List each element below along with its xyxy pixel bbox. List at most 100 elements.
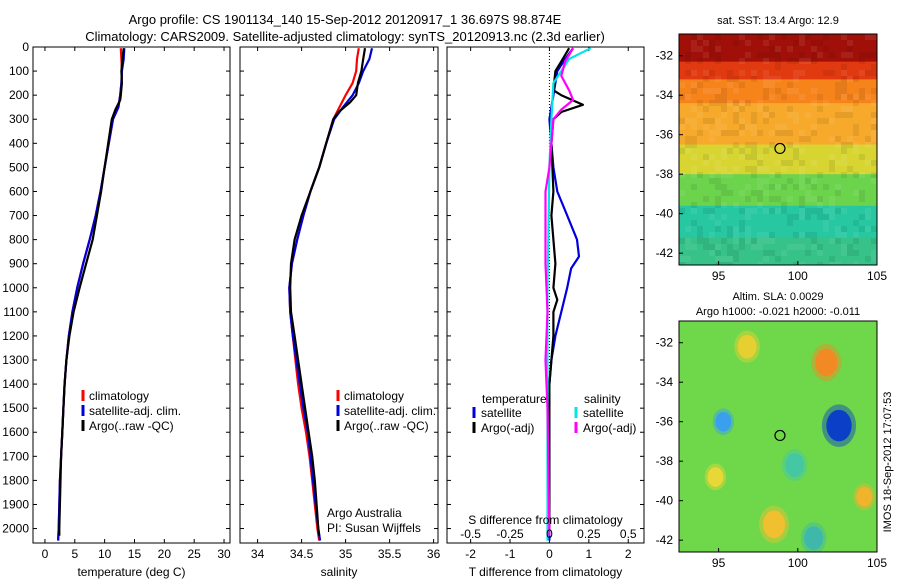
map-texture [763,106,769,112]
argo-position-marker [774,142,786,155]
map-texture [871,52,877,58]
map-texture [829,262,835,265]
map-texture [739,238,745,244]
map-texture [781,184,787,190]
map-texture [871,70,877,76]
map-texture [727,262,733,265]
legend-label: climatology [344,389,404,403]
map-texture [691,70,697,76]
map-texture [733,88,739,94]
map-texture [871,34,877,40]
map-texture [853,148,859,154]
map-texture [787,142,793,148]
y-tick-label: 1100 [3,305,29,319]
map-texture [805,250,811,256]
map-texture [841,82,847,88]
x-tick-label: 2 [625,547,632,561]
map-texture [763,76,769,82]
map-texture [691,166,697,172]
map-texture [817,244,823,250]
map-texture [733,76,739,82]
map-texture [763,88,769,94]
map-texture [679,124,685,130]
map-texture [805,232,811,238]
plot-frame [446,46,645,544]
map-texture [727,100,733,106]
x-tick-label: 15 [128,547,142,561]
y-tick-label: 500 [9,160,29,174]
map-texture [691,34,697,40]
y-tick-label: 100 [9,64,29,78]
map-texture [745,142,751,148]
map-texture [853,124,859,130]
x-tick-label: 0 [42,547,49,561]
y-tick-label: -42 [656,533,674,547]
map-texture [727,82,733,88]
map-texture [829,52,835,58]
annotation-line: PI: Susan Wijffels [327,521,421,535]
map-texture [811,238,817,244]
map-texture [691,124,697,130]
map-texture [775,52,781,58]
legend-label: Argo(-adj) [481,421,534,435]
map-texture [697,226,703,232]
map-texture [709,118,715,124]
map-texture [715,256,721,262]
map-texture [709,244,715,250]
map-texture [685,58,691,64]
map-texture [841,64,847,70]
y-tick-label: 1700 [2,449,29,463]
map-texture [739,124,745,130]
map-texture [679,94,685,100]
map-texture [691,184,697,190]
map-texture [739,220,745,226]
legend-title: salinity [584,392,621,406]
sla-blob [856,486,873,507]
map-texture [853,190,859,196]
map-texture [721,238,727,244]
y-tick-label: -34 [656,88,674,102]
map-texture [793,184,799,190]
map-texture [751,172,757,178]
series-line-argo_s [544,47,575,536]
x2-axis-label: S difference from climatology [468,513,623,527]
map-texture [799,244,805,250]
sst-band [679,79,877,104]
y-tick-label: 300 [9,112,29,126]
map-texture [715,52,721,58]
map-texture [835,262,841,265]
map-texture [811,46,817,52]
map-texture [769,142,775,148]
map-texture [871,172,877,178]
map-texture [733,166,739,172]
x-tick-label: 1 [585,547,592,561]
map-texture [721,202,727,208]
map-texture [739,130,745,136]
map-texture [733,118,739,124]
map-texture [721,106,727,112]
map-texture [793,58,799,64]
map-texture [745,166,751,172]
map-texture [679,238,685,244]
map-texture [715,118,721,124]
map-texture [829,154,835,160]
map-texture [727,190,733,196]
map-texture [709,100,715,106]
map-texture [757,202,763,208]
temperature-panel: 0 5 10 15 20 25 300100200300400500600700800900… [2,40,231,579]
map-texture [829,238,835,244]
map-texture [871,136,877,142]
map-texture [799,202,805,208]
map-texture [715,76,721,82]
map-texture [721,166,727,172]
map-texture [853,172,859,178]
sst-map-panel: 95 100 105 -32 -34 -36 -38 -40 -42 sat. SST: 13.4… [656,15,888,283]
legend-label: Argo(..raw -QC) [89,419,174,433]
map-texture [751,76,757,82]
x-tick-label: -1 [505,547,516,561]
map-texture [865,142,871,148]
x2-tick-label: 0.5 [620,527,637,541]
map-texture [685,226,691,232]
map-texture [703,118,709,124]
map-texture [715,202,721,208]
